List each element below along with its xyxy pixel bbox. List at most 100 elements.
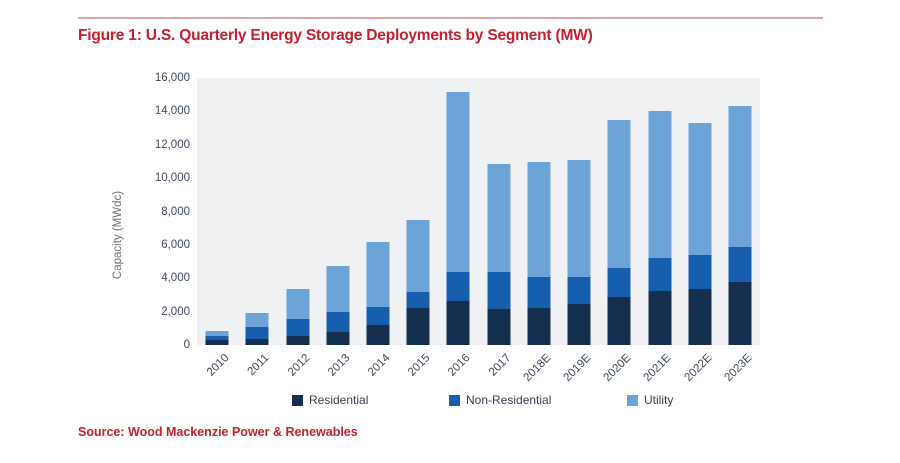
- bar-stack: [205, 330, 229, 345]
- bar-segment-non-residential: [688, 254, 712, 290]
- bar-segment-non-residential: [286, 319, 310, 336]
- legend-swatch-icon: [449, 394, 460, 406]
- y-tick-label: 0: [183, 339, 190, 351]
- bar-segment-residential: [527, 308, 551, 345]
- x-axis-label-2020E: 2020E: [601, 352, 634, 385]
- legend-item-residential: Residential: [292, 393, 368, 407]
- bar-segment-utility: [728, 105, 752, 247]
- bar-segment-non-residential: [366, 307, 390, 325]
- x-axis-label-2019E: 2019E: [561, 352, 594, 385]
- bar-stack: [527, 162, 551, 345]
- bar-stack: [326, 265, 350, 345]
- chart: Capacity (MWdc) 0 2,000 4,000 6,000 8,000 10,…: [0, 60, 900, 400]
- bar-segment-utility: [406, 219, 430, 292]
- x-axis-label-2013: 2013: [325, 352, 353, 379]
- bar-column-2014: [358, 78, 398, 345]
- bar-segment-non-residential: [205, 335, 229, 340]
- y-tick-label: 12,000: [154, 138, 190, 151]
- bar-segment-residential: [487, 309, 511, 345]
- bar-column-2019E: [559, 78, 599, 345]
- bar-segment-utility: [487, 163, 511, 272]
- bar-segment-utility: [366, 241, 390, 308]
- bar-segment-utility: [648, 111, 672, 259]
- x-axis-label-2015: 2015: [406, 352, 433, 379]
- bar-column-2021E: [639, 78, 679, 345]
- bar-segment-residential: [286, 336, 310, 345]
- bar-segment-non-residential: [245, 327, 269, 340]
- legend-swatch-icon: [627, 394, 638, 406]
- bar-stack: [366, 241, 390, 345]
- bar-segment-non-residential: [728, 246, 752, 283]
- bar-segment-utility: [205, 330, 229, 336]
- bar-column-2012: [277, 78, 317, 345]
- bar-segment-utility: [286, 289, 310, 320]
- x-axis-label-2012: 2012: [285, 352, 313, 379]
- legend-label: Utility: [644, 393, 674, 407]
- y-tick-label: 16,000: [154, 72, 190, 84]
- legend-swatch-icon: [292, 394, 303, 406]
- bar-segment-residential: [406, 308, 430, 345]
- bar-segment-non-residential: [406, 291, 430, 309]
- plot-area: [197, 78, 760, 345]
- bar-segment-residential: [728, 282, 752, 345]
- legend-label: Non-Residential: [466, 393, 552, 407]
- bar-stack: [245, 313, 269, 345]
- bar-segment-residential: [648, 290, 672, 345]
- bar-column-2010: [197, 78, 237, 345]
- figure-title: Figure 1: U.S. Quarterly Energy Storage …: [78, 27, 593, 44]
- bar-column-2017: [479, 78, 519, 345]
- y-tick-label: 4,000: [161, 272, 190, 285]
- legend: Residential Non-Residential Utility: [0, 393, 900, 413]
- bar-column-2011: [237, 78, 277, 345]
- bar-column-2020E: [599, 78, 639, 345]
- bar-segment-utility: [688, 123, 712, 255]
- bar-stack: [406, 219, 430, 345]
- y-tick-label: 6,000: [161, 238, 190, 251]
- bar-segment-utility: [446, 92, 470, 273]
- x-axis-label-2011: 2011: [245, 352, 272, 378]
- x-axis-label-2014: 2014: [365, 352, 393, 379]
- bar-segment-residential: [567, 304, 591, 345]
- x-axis-label-2010: 2010: [204, 352, 232, 379]
- bar-stack: [446, 92, 470, 345]
- bar-stack: [607, 119, 631, 345]
- bar-segment-utility: [527, 162, 551, 277]
- bar-segment-non-residential: [326, 312, 350, 332]
- bar-segment-non-residential: [648, 258, 672, 291]
- bar-segment-residential: [366, 324, 390, 345]
- bar-stack: [286, 289, 310, 345]
- y-tick-label: 2,000: [161, 305, 190, 318]
- bar-segment-residential: [688, 289, 712, 345]
- bar-column-2018E: [519, 78, 559, 345]
- bar-segment-non-residential: [607, 268, 631, 297]
- bar-segment-non-residential: [487, 271, 511, 310]
- y-tick-label: 14,000: [154, 105, 190, 118]
- top-rule: [78, 17, 823, 19]
- bar-segment-non-residential: [446, 272, 470, 301]
- bar-segment-non-residential: [567, 277, 591, 305]
- y-tick-label: 8,000: [161, 205, 190, 218]
- legend-item-non-residential: Non-Residential: [449, 393, 551, 407]
- x-axis-label-2017: 2017: [486, 352, 514, 379]
- bar-column-2023E: [720, 78, 760, 345]
- x-axis-label-2018E: 2018E: [521, 352, 554, 385]
- bar-segment-utility: [607, 119, 631, 269]
- bar-segment-residential: [245, 339, 269, 345]
- bar-stack: [487, 163, 511, 345]
- x-axis-label-2021E: 2021E: [641, 352, 674, 385]
- bar-stack: [688, 123, 712, 345]
- bar-segment-residential: [446, 300, 470, 345]
- bar-segment-residential: [326, 331, 350, 345]
- bar-segment-utility: [326, 265, 350, 313]
- bar-column-2016: [438, 78, 478, 345]
- y-tick-label: 10,000: [154, 172, 190, 185]
- bar-segment-utility: [567, 159, 591, 278]
- legend-label: Residential: [309, 393, 369, 407]
- legend-item-utility: Utility: [627, 393, 673, 407]
- x-axis-label-2022E: 2022E: [682, 352, 715, 385]
- bar-column-2015: [398, 78, 438, 345]
- bar-column-2013: [318, 78, 358, 345]
- source-text: Source: Wood Mackenzie Power & Renewable…: [78, 425, 358, 439]
- bar-stack: [648, 111, 672, 345]
